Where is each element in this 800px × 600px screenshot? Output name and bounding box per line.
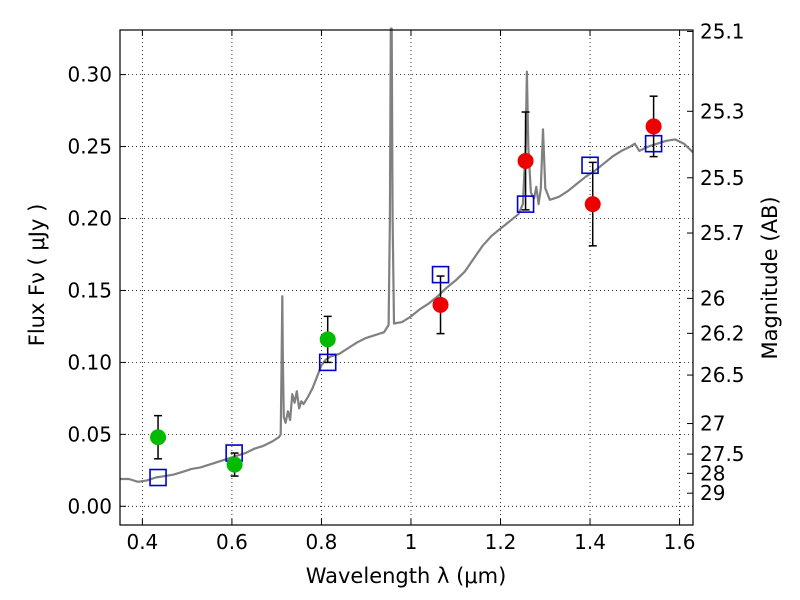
observed-point: [150, 429, 167, 446]
y2-tick-label: 26: [700, 286, 725, 310]
gridlines: [120, 30, 693, 525]
model-square: [516, 195, 535, 213]
x-tick-label: 1.2: [485, 530, 517, 554]
y2-tick-label: 26.5: [700, 363, 745, 387]
x-tick-label: 0.4: [126, 530, 158, 554]
y2-tick-label: 25.3: [700, 99, 745, 123]
spectrum-line: [120, 27, 694, 483]
y2-tick-label: 27: [700, 412, 725, 436]
y2-axis-title: Magnitude (AB): [758, 196, 782, 359]
y-tick-label: 0.15: [67, 278, 112, 302]
y-axis-ticks: 0.00 0.05 0.10 0.15 0.20 0.25 0.30: [67, 63, 126, 518]
x-tick-label: 0.8: [306, 530, 338, 554]
errorbars: [154, 95, 658, 477]
y2-tick-label: 25.1: [700, 19, 745, 43]
model-square: [431, 265, 450, 284]
spectrum-layer: [120, 27, 694, 483]
observed-point: [645, 118, 662, 135]
x-tick-label: 1.6: [664, 530, 696, 554]
y-axis-title: Flux Fν ( μJy ): [25, 204, 49, 347]
y-tick-label: 0.10: [67, 350, 112, 374]
model-square: [318, 353, 337, 372]
y2-tick-label: 26.2: [700, 321, 745, 345]
model-band-squares: [149, 134, 663, 487]
plot-frame: [119, 29, 694, 526]
observed-point: [517, 152, 534, 169]
y2-tick-label: 29: [700, 481, 725, 505]
observed-point: [226, 456, 243, 473]
model-square: [644, 134, 663, 153]
y-tick-label: 0.20: [67, 207, 112, 231]
x-tick-label: 1: [405, 530, 418, 554]
observed-point: [319, 331, 336, 348]
x-axis-ticks: 0.4 0.6 0.8 1 1.2 1.4 1.6: [126, 30, 695, 554]
y2-tick-label: 27.5: [700, 442, 745, 466]
model-square: [581, 156, 599, 175]
y-tick-label: 0.25: [67, 135, 112, 159]
y-tick-label: 0.00: [67, 494, 112, 518]
observed-points: [150, 118, 662, 473]
y-tick-label: 0.30: [67, 63, 112, 87]
x-tick-label: 0.6: [216, 530, 248, 554]
observed-point: [432, 296, 449, 313]
observed-point: [584, 196, 601, 213]
x-tick-label: 1.4: [574, 530, 606, 554]
y2-tick-label: 25.7: [700, 221, 745, 245]
model-square: [149, 468, 167, 487]
y-tick-label: 0.05: [67, 422, 112, 446]
y2-tick-label: 25.5: [700, 166, 745, 190]
y2-tick-label: 28: [700, 461, 725, 485]
x-axis-title: Wavelength λ (μm): [306, 564, 507, 588]
